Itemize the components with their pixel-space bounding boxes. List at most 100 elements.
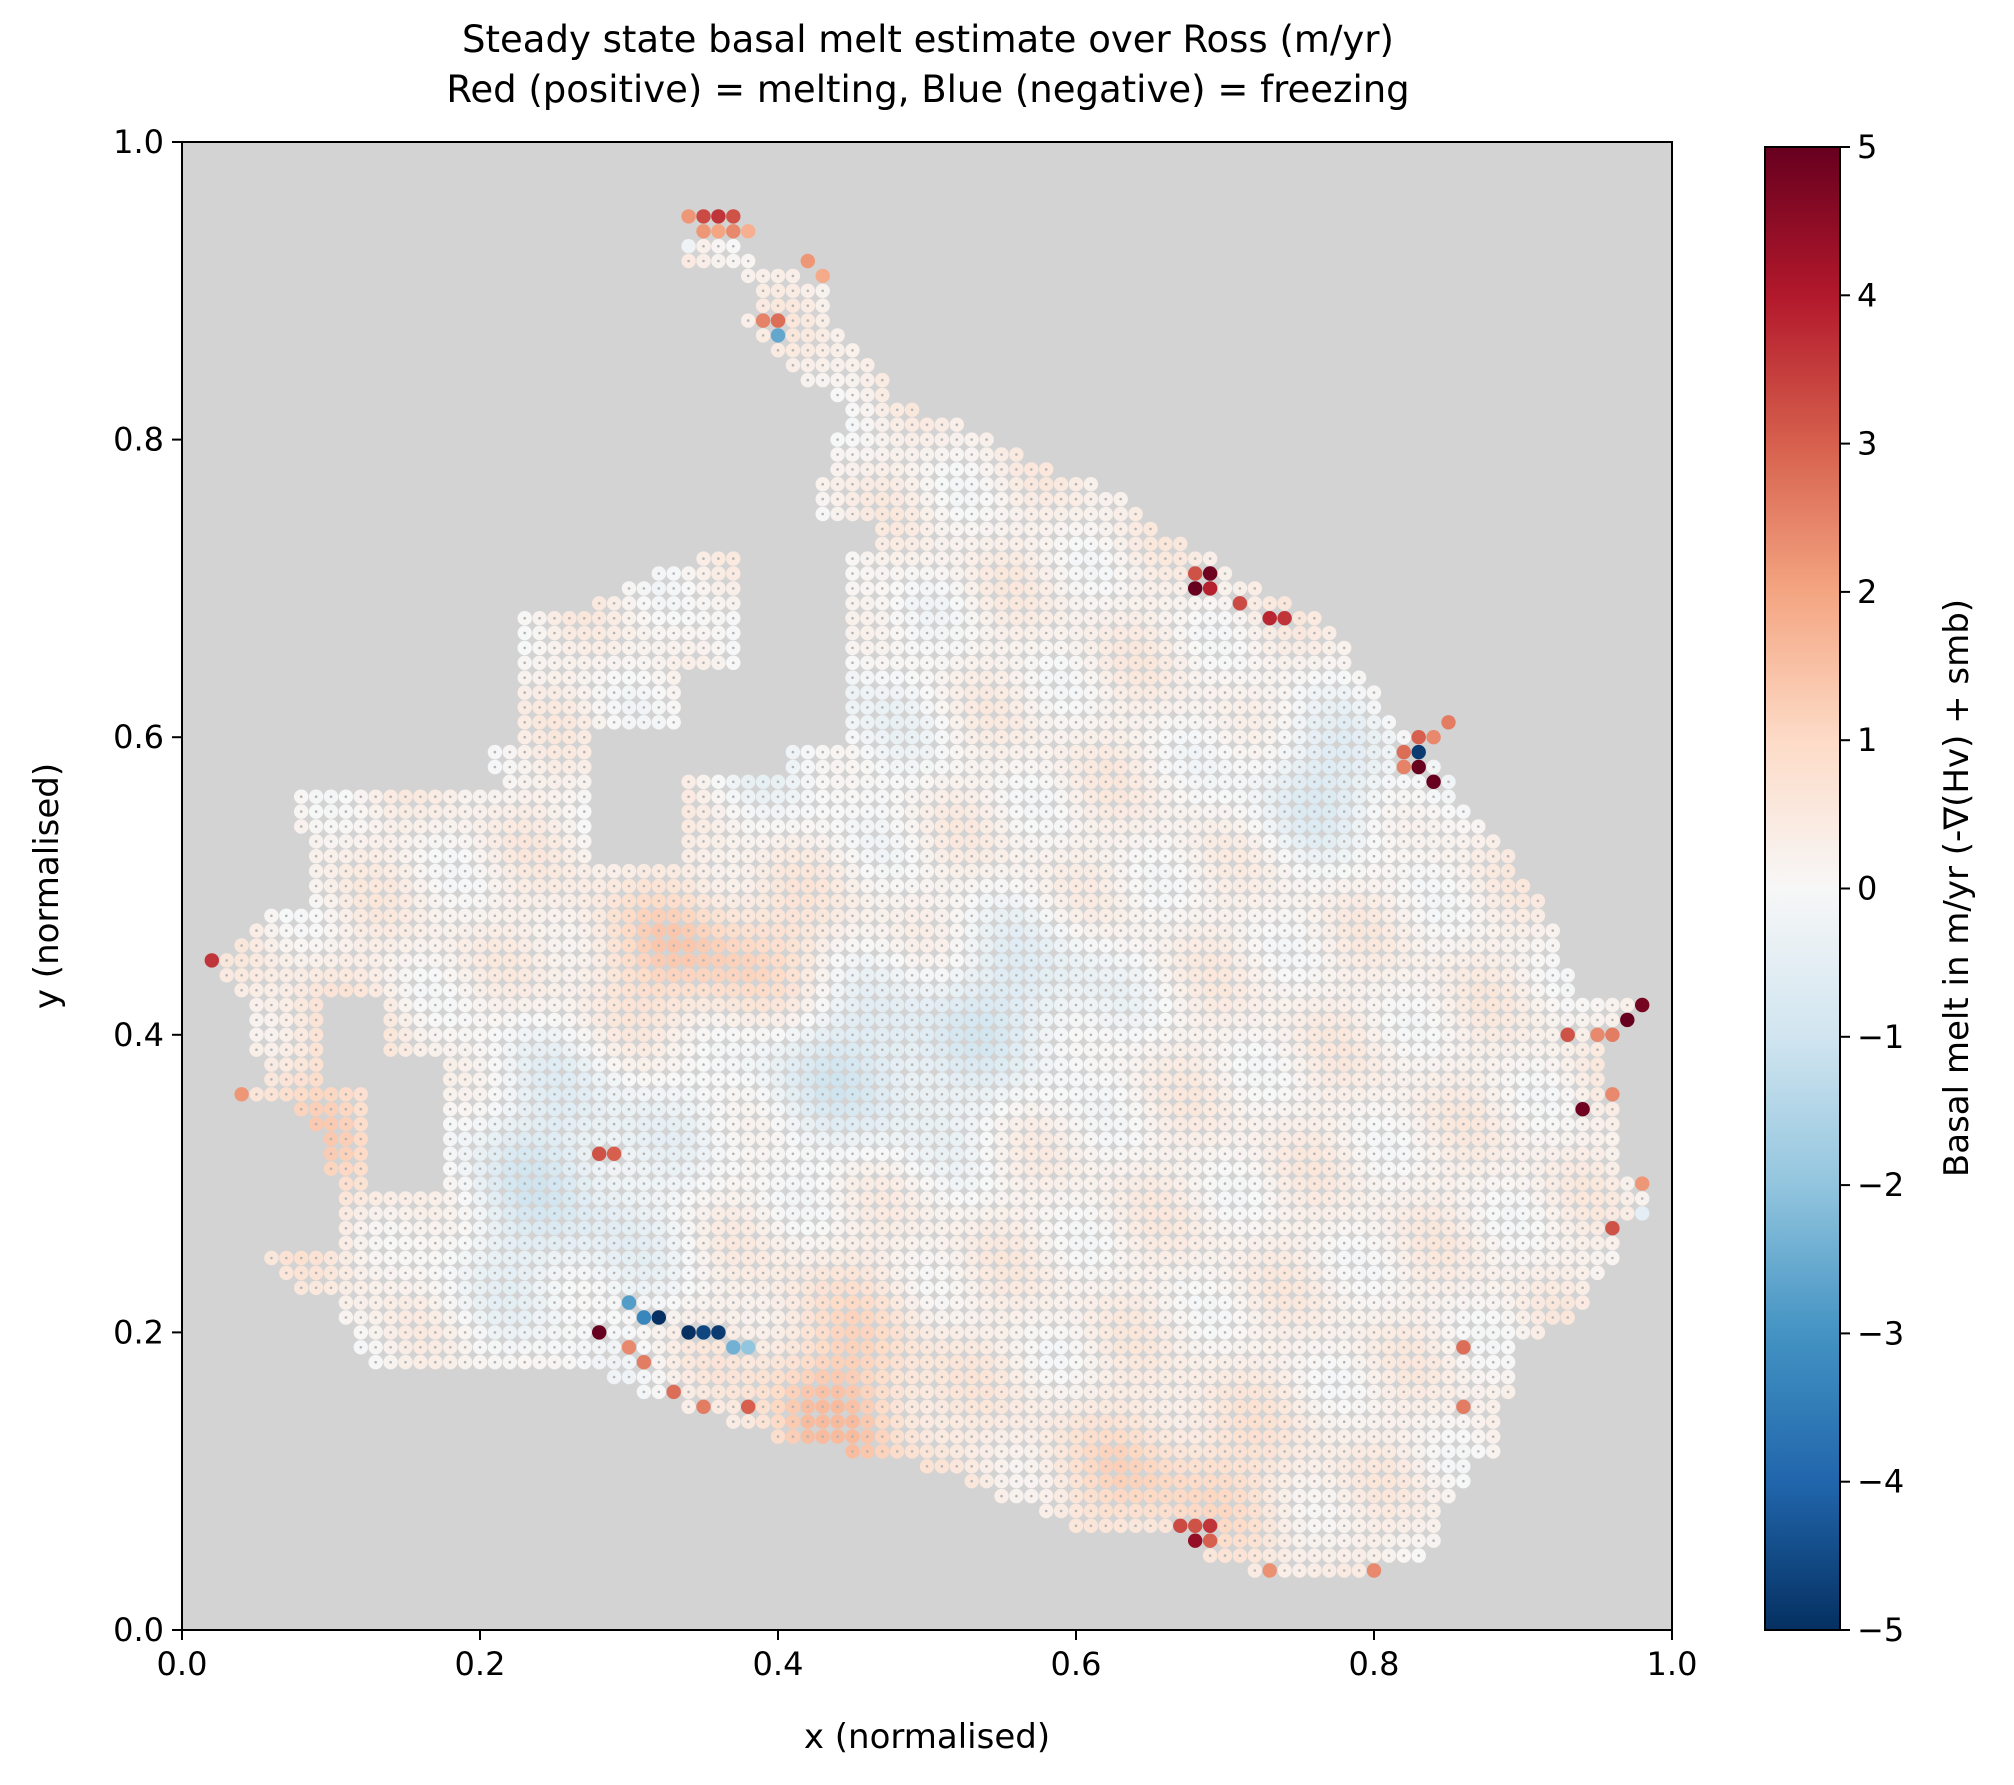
grid-node-marker [1477, 988, 1480, 992]
grid-node-marker [940, 691, 944, 694]
grid-node-marker [1283, 750, 1286, 754]
grid-node-marker [627, 959, 631, 962]
grid-node-marker [866, 810, 869, 813]
grid-node-marker [627, 944, 631, 947]
grid-node-marker [344, 974, 348, 977]
grid-node-marker [970, 438, 973, 441]
grid-node-marker [806, 825, 810, 828]
grid-node-marker [1253, 587, 1257, 590]
grid-node-marker [597, 869, 601, 873]
grid-node-marker [1059, 929, 1063, 932]
grid-node-marker [389, 899, 392, 903]
grid-node-marker [1149, 929, 1152, 932]
grid-node-marker [1283, 854, 1286, 858]
grid-node-marker [597, 988, 601, 992]
grid-node-marker [538, 974, 541, 977]
grid-node-marker [1015, 616, 1018, 620]
grid-node-marker [285, 959, 288, 962]
grid-node-marker [1536, 899, 1540, 903]
grid-node-marker [1477, 944, 1480, 947]
grid-node-marker [1313, 914, 1316, 918]
grid-node-marker [583, 646, 586, 650]
grid-node-marker [1074, 646, 1078, 650]
grid-node-marker [583, 944, 586, 947]
grid-node-marker [985, 676, 988, 679]
grid-node-marker [329, 974, 333, 977]
grid-node-marker [1164, 825, 1167, 828]
grid-node-marker [583, 735, 586, 739]
grid-node-marker [1268, 691, 1271, 694]
grid-node-marker [1357, 1003, 1361, 1007]
grid-node-marker [881, 661, 884, 665]
grid-node-marker [1268, 1018, 1271, 1022]
grid-node-marker [523, 780, 526, 784]
grid-node-marker [1089, 557, 1093, 560]
grid-node-marker [1134, 661, 1137, 665]
grid-node-marker [717, 1033, 720, 1037]
grid-node-marker [895, 1003, 899, 1007]
grid-node-marker [746, 869, 750, 873]
grid-node-marker [806, 304, 810, 308]
grid-node-marker [836, 750, 839, 754]
grid-node-marker [895, 646, 899, 650]
grid-node-marker [597, 1033, 601, 1037]
grid-node-marker [1506, 899, 1510, 903]
grid-node-marker [1030, 631, 1033, 635]
grid-node-marker [1477, 825, 1480, 828]
grid-node-marker [1342, 840, 1346, 843]
grid-node-marker [702, 557, 705, 560]
grid-node-marker [970, 1063, 973, 1066]
grid-node-marker [523, 899, 526, 903]
grid-node-marker [1268, 914, 1271, 918]
grid-node-marker [866, 453, 869, 456]
grid-node-marker [866, 869, 869, 873]
grid-node-marker [1015, 929, 1018, 932]
grid-node-marker [1044, 616, 1048, 620]
grid-node-marker [1044, 795, 1048, 798]
grid-node-marker [1477, 1063, 1480, 1066]
grid-node-marker [717, 914, 720, 918]
grid-node-marker [910, 1033, 914, 1037]
grid-node-marker [881, 1048, 884, 1051]
grid-node-marker [925, 1063, 929, 1066]
grid-node-marker [1149, 869, 1152, 873]
grid-node-marker [657, 914, 661, 918]
grid-node-marker [1313, 661, 1316, 665]
grid-node-marker [553, 1048, 556, 1051]
grid-node-marker [836, 1018, 839, 1022]
grid-node-marker [970, 542, 973, 546]
grid-node-marker [1417, 810, 1420, 813]
grid-node-marker [1164, 646, 1167, 650]
grid-node-marker [1044, 512, 1048, 516]
grid-node-marker [1134, 929, 1137, 932]
grid-node-marker [1238, 706, 1242, 709]
grid-node-marker [523, 750, 526, 754]
grid-node-marker [732, 780, 735, 784]
grid-node-marker [1208, 825, 1212, 828]
grid-node-marker [1268, 944, 1271, 947]
grid-node-marker [895, 869, 899, 873]
grid-node-marker [1119, 1003, 1122, 1007]
grid-node-marker [1030, 721, 1033, 724]
grid-node-marker [940, 676, 944, 679]
grid-node-marker [1268, 765, 1271, 769]
grid-node-marker [851, 349, 854, 352]
grid-node-marker [806, 1018, 810, 1022]
grid-node-marker [1342, 1063, 1346, 1066]
grid-node-marker [1193, 661, 1197, 665]
grid-node-marker [1134, 1033, 1137, 1037]
grid-node-marker [508, 1033, 512, 1037]
grid-node-marker [448, 869, 452, 873]
grid-node-marker [314, 929, 318, 932]
grid-node-marker [1059, 497, 1063, 501]
grid-node-marker [1208, 750, 1212, 754]
grid-node-marker [270, 1018, 273, 1022]
grid-node-marker [1283, 602, 1286, 605]
grid-node-marker [895, 1048, 899, 1051]
grid-node-marker [1328, 1033, 1331, 1037]
grid-node-marker [821, 795, 824, 798]
grid-node-marker [1059, 1003, 1063, 1007]
grid-node-marker [821, 914, 824, 918]
grid-node-marker [523, 661, 526, 665]
grid-node-marker [806, 914, 810, 918]
